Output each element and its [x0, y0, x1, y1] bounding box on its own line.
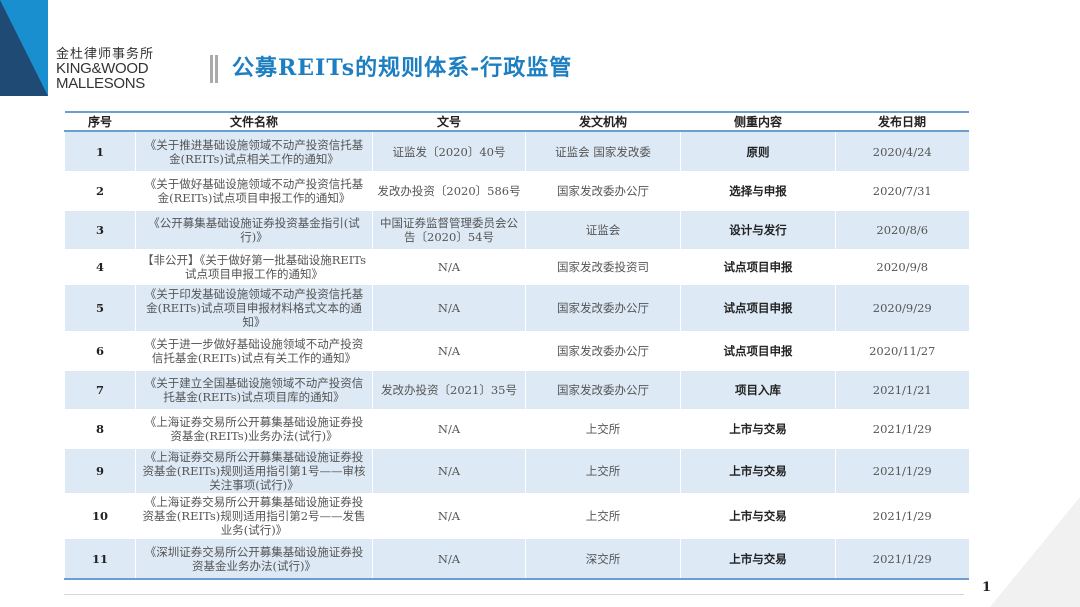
cell-issuer: 国家发改委投资司: [525, 249, 681, 285]
header-focus: 侧重内容: [680, 111, 836, 132]
header-doc-no: 文号: [372, 111, 526, 132]
cell-focus: 上市与交易: [680, 539, 836, 580]
cell-name: 《上海证券交易所公开募集基础设施证券投资基金(REITs)规则适用指引第1号——…: [135, 449, 373, 493]
title-accent-bar: [210, 55, 218, 83]
cell-doc-no: N/A: [372, 249, 526, 285]
table-row: 3 《公开募集基础设施证券投资基金指引(试行)》 中国证券监督管理委员会公告〔202…: [64, 211, 969, 249]
cell-doc-no: 发改办投资〔2020〕586号: [372, 171, 526, 211]
corner-decoration: [990, 497, 1080, 607]
cell-name: 《公开募集基础设施证券投资基金指引(试行)》: [135, 211, 373, 249]
cell-issuer: 证监会 国家发改委: [525, 131, 681, 171]
cell-date: 2021/1/29: [835, 409, 969, 449]
cell-name: 《上海证券交易所公开募集基础设施证券投资基金(REITs)规则适用指引第2号——…: [135, 493, 373, 539]
logo-en-1: KING&WOOD: [56, 60, 149, 77]
cell-no: 8: [64, 409, 136, 449]
table-row: 4 【非公开】《关于做好第一批基础设施REITs试点项目申报工作的通知》 N/A 国家…: [64, 249, 969, 285]
cell-issuer: 国家发改委办公厅: [525, 371, 681, 409]
cell-date: 2020/4/24: [835, 131, 969, 171]
cell-no: 9: [64, 449, 136, 493]
cell-no: 5: [64, 285, 136, 331]
cell-date: 2020/11/27: [835, 331, 969, 371]
footer-divider: [64, 594, 964, 595]
table-row: 7 《关于建立全国基础设施领域不动产投资信托基金(REITs)试点项目库的通知》发…: [64, 371, 969, 409]
cell-issuer: 上交所: [525, 493, 681, 539]
cell-no: 6: [64, 331, 136, 371]
cell-focus: 试点项目申报: [680, 285, 836, 331]
cell-focus: 原则: [680, 131, 836, 171]
logo-en-2: MALLESONS: [56, 75, 145, 92]
cell-doc-no: 中国证券监督管理委员会公告〔2020〕54号: [372, 211, 526, 249]
cell-date: 2021/1/21: [835, 371, 969, 409]
table-header: 序号 文件名称 文号 发文机构 侧重内容 发布日期: [64, 111, 969, 132]
cell-doc-no: 发改办投资〔2021〕35号: [372, 371, 526, 409]
page-number: 1: [982, 580, 992, 595]
cell-name: 《关于做好基础设施领域不动产投资信托基金(REITs)试点项目申报工作的通知》: [135, 171, 373, 211]
cell-no: 2: [64, 171, 136, 211]
cell-focus: 设计与发行: [680, 211, 836, 249]
cell-date: 2020/8/6: [835, 211, 969, 249]
cell-name: 《关于建立全国基础设施领域不动产投资信托基金(REITs)试点项目库的通知》: [135, 371, 373, 409]
cell-issuer: 国家发改委办公厅: [525, 331, 681, 371]
logo: 金杜律师事务所 KING&WOOD MALLESONS: [56, 46, 154, 91]
cell-issuer: 深交所: [525, 539, 681, 580]
logo-cn: 金杜律师事务所: [56, 46, 155, 61]
cell-name: 《深圳证券交易所公开募集基础设施证券投资基金业务办法(试行)》: [135, 539, 373, 580]
cell-no: 1: [64, 131, 136, 171]
regulation-table: 序号 文件名称 文号 发文机构 侧重内容 发布日期 1 《关于推进基础设施领域不动…: [64, 111, 969, 580]
cell-doc-no: N/A: [372, 331, 526, 371]
cell-date: 2021/1/29: [835, 493, 969, 539]
cell-focus: 试点项目申报: [680, 331, 836, 371]
cell-issuer: 证监会: [525, 211, 681, 249]
cell-no: 4: [64, 249, 136, 285]
cell-focus: 上市与交易: [680, 449, 836, 493]
cell-doc-no: N/A: [372, 285, 526, 331]
cell-issuer: 上交所: [525, 449, 681, 493]
table-row: 11 《深圳证券交易所公开募集基础设施证券投资基金业务办法(试行)》 N/A 深交所上…: [64, 539, 969, 580]
cell-date: 2020/9/8: [835, 249, 969, 285]
cell-doc-no: N/A: [372, 409, 526, 449]
cell-doc-no: N/A: [372, 539, 526, 580]
page-title: 公募REITs的规则体系-行政监管: [232, 55, 573, 81]
table-row: 5 《关于印发基础设施领域不动产投资信托基金(REITs)试点项目申报材料格式文本…: [64, 285, 969, 331]
table-row: 2 《关于做好基础设施领域不动产投资信托基金(REITs)试点项目申报工作的通知》…: [64, 171, 969, 211]
cell-focus: 选择与申报: [680, 171, 836, 211]
cell-date: 2021/1/29: [835, 539, 969, 580]
cell-issuer: 国家发改委办公厅: [525, 285, 681, 331]
cell-focus: 试点项目申报: [680, 249, 836, 285]
cell-date: 2020/7/31: [835, 171, 969, 211]
header-no: 序号: [64, 111, 136, 132]
table-row: 8 《上海证券交易所公开募集基础设施证券投资基金(REITs)业务办法(试行)》 N…: [64, 409, 969, 449]
cell-focus: 上市与交易: [680, 409, 836, 449]
header-issuer: 发文机构: [525, 111, 681, 132]
cell-no: 11: [64, 539, 136, 580]
cell-issuer: 上交所: [525, 409, 681, 449]
table-row: 9 《上海证券交易所公开募集基础设施证券投资基金(REITs)规则适用指引第1号—…: [64, 449, 969, 493]
cell-name: 【非公开】《关于做好第一批基础设施REITs试点项目申报工作的通知》: [135, 249, 373, 285]
logo-graphic: [0, 0, 48, 96]
cell-date: 2020/9/29: [835, 285, 969, 331]
header-date: 发布日期: [835, 111, 969, 132]
cell-doc-no: N/A: [372, 449, 526, 493]
cell-no: 3: [64, 211, 136, 249]
cell-issuer: 国家发改委办公厅: [525, 171, 681, 211]
cell-no: 10: [64, 493, 136, 539]
cell-name: 《关于推进基础设施领域不动产投资信托基金(REITs)试点相关工作的通知》: [135, 131, 373, 171]
header-name: 文件名称: [135, 111, 373, 132]
cell-focus: 上市与交易: [680, 493, 836, 539]
table-row: 6 《关于进一步做好基础设施领域不动产投资信托基金(REITs)试点有关工作的通知…: [64, 331, 969, 371]
table-row: 1 《关于推进基础设施领域不动产投资信托基金(REITs)试点相关工作的通知》 证监…: [64, 131, 969, 171]
cell-doc-no: 证监发〔2020〕40号: [372, 131, 526, 171]
cell-date: 2021/1/29: [835, 449, 969, 493]
cell-name: 《关于印发基础设施领域不动产投资信托基金(REITs)试点项目申报材料格式文本的…: [135, 285, 373, 331]
cell-name: 《关于进一步做好基础设施领域不动产投资信托基金(REITs)试点有关工作的通知》: [135, 331, 373, 371]
table-row: 10 《上海证券交易所公开募集基础设施证券投资基金(REITs)规则适用指引第2号…: [64, 493, 969, 539]
cell-focus: 项目入库: [680, 371, 836, 409]
cell-doc-no: N/A: [372, 493, 526, 539]
cell-no: 7: [64, 371, 136, 409]
cell-name: 《上海证券交易所公开募集基础设施证券投资基金(REITs)业务办法(试行)》: [135, 409, 373, 449]
